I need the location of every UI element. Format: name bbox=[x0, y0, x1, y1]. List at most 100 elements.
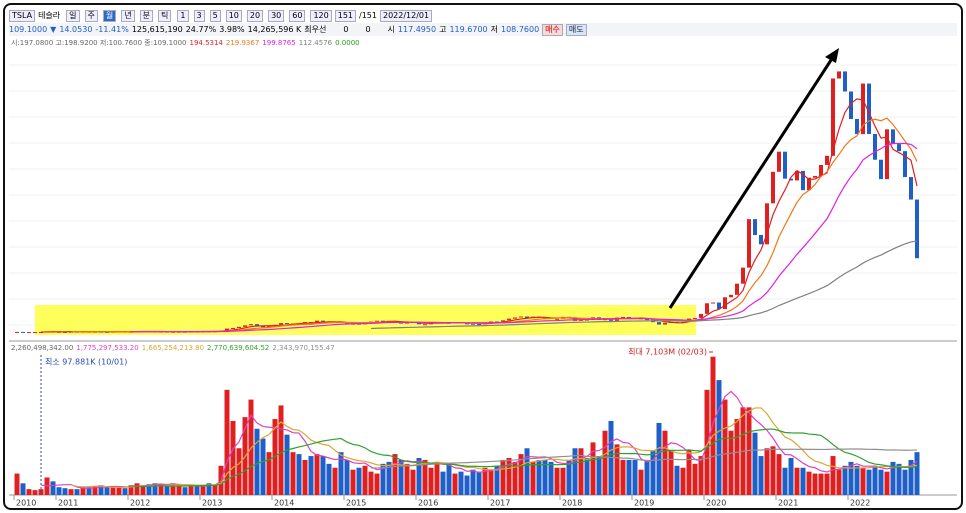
period-button[interactable]: 틱 bbox=[158, 9, 172, 22]
volume-bar bbox=[818, 473, 824, 495]
volume-bar bbox=[842, 465, 848, 495]
high: 119.6700 bbox=[449, 25, 488, 34]
volume-bar bbox=[848, 461, 854, 495]
volume-ma-value: 1,665,254,213.80 bbox=[141, 344, 205, 352]
candle-body bbox=[267, 326, 271, 328]
volume-bar bbox=[56, 487, 62, 495]
candle-body bbox=[345, 322, 349, 324]
volume-bar bbox=[830, 456, 836, 495]
chart: 최소 97.881K (10/01) 최대 7,103M (02/03) 2010 2… bbox=[9, 48, 957, 508]
volume-bar bbox=[68, 489, 74, 495]
volume-bar bbox=[230, 421, 236, 495]
price-legend: 시:197.0800 고:198.9200 저:100.7600 종:109.1… bbox=[11, 38, 360, 48]
period-button[interactable]: 일 bbox=[66, 9, 80, 22]
volume-bar bbox=[482, 467, 488, 495]
candle-body bbox=[231, 327, 235, 329]
bid: 0 bbox=[343, 25, 349, 34]
candle-body bbox=[867, 83, 871, 135]
volume-bar bbox=[284, 434, 290, 495]
volume-bar bbox=[428, 467, 434, 495]
volume-bar bbox=[896, 463, 902, 495]
candle-body bbox=[909, 177, 913, 200]
volume-bar bbox=[326, 463, 332, 495]
volume-bar bbox=[512, 461, 518, 495]
volume-bar bbox=[866, 469, 872, 495]
volume-bar bbox=[356, 467, 362, 495]
sell-button[interactable]: 매도 bbox=[565, 23, 587, 36]
intervals: 1 3 5 10 20 30 60 120 bbox=[174, 9, 332, 22]
volume-bar bbox=[110, 486, 116, 495]
candle-body bbox=[21, 331, 25, 333]
volume-bar bbox=[86, 487, 92, 495]
candle-body bbox=[621, 316, 625, 318]
turnover: 3.98% bbox=[219, 25, 245, 34]
volume-bar bbox=[158, 484, 164, 495]
volume-bar bbox=[32, 490, 38, 495]
interval-button[interactable]: 120 bbox=[310, 9, 332, 22]
x-tick-label: 2016 bbox=[418, 499, 438, 508]
candle-body bbox=[15, 331, 19, 333]
window: 최소 97.881K (10/01) 최대 7,103M (02/03) 2010 2… bbox=[3, 3, 963, 510]
count[interactable]: 151 bbox=[334, 9, 357, 22]
volume-bar bbox=[296, 454, 302, 495]
interval-button[interactable]: 5 bbox=[209, 9, 221, 22]
volume-bar bbox=[488, 469, 494, 495]
volume-bar bbox=[278, 405, 284, 495]
candle-body bbox=[27, 332, 31, 334]
low: 108.7600 bbox=[501, 25, 540, 34]
volume-bar bbox=[704, 389, 710, 495]
buy-button[interactable]: 매수 bbox=[542, 23, 563, 36]
volume-bar bbox=[644, 459, 650, 495]
candle-body bbox=[249, 324, 253, 326]
x-tick-label: 2014 bbox=[274, 499, 294, 508]
volume-bar bbox=[824, 473, 830, 495]
volume-bar bbox=[194, 486, 200, 495]
interval-button[interactable]: 1 bbox=[177, 9, 189, 22]
candle-body bbox=[729, 294, 733, 298]
period-button[interactable]: 월 bbox=[102, 9, 117, 22]
interval-button[interactable]: 20 bbox=[246, 9, 264, 22]
volume-bar bbox=[716, 380, 722, 495]
candle-body bbox=[717, 302, 721, 310]
interval-button[interactable]: 30 bbox=[268, 9, 285, 22]
ma-value: 0.0000 bbox=[335, 39, 360, 47]
volume-bar bbox=[668, 450, 674, 495]
volume-bar bbox=[338, 452, 344, 495]
ohlc: 시:197.0800 고:198.9200 저:100.7600 종:109.1… bbox=[11, 39, 187, 47]
x-tick-label: 2011 bbox=[58, 499, 78, 508]
volume-bar bbox=[122, 488, 128, 495]
symbol[interactable]: TSLA bbox=[9, 9, 36, 22]
change: 14.0530 bbox=[59, 25, 93, 34]
candle-body bbox=[903, 151, 907, 178]
candle-body bbox=[897, 144, 901, 152]
period-button[interactable]: 분 bbox=[139, 9, 154, 22]
candle-body bbox=[777, 151, 781, 172]
volume-bar bbox=[860, 467, 866, 495]
interval-button[interactable]: 10 bbox=[225, 9, 242, 22]
volume-bar bbox=[500, 459, 506, 495]
rate: -11.41% bbox=[95, 25, 129, 34]
candle-body bbox=[33, 332, 37, 334]
interval-button[interactable]: 60 bbox=[289, 9, 306, 22]
volume-bar bbox=[758, 456, 764, 495]
interval-button[interactable]: 3 bbox=[193, 9, 205, 22]
date[interactable]: 2022/12/01 bbox=[379, 9, 433, 22]
volume-bar bbox=[566, 459, 572, 495]
volume-bar bbox=[116, 487, 122, 495]
volume-bar bbox=[854, 465, 860, 495]
period-button[interactable]: 년 bbox=[121, 9, 135, 22]
x-tick-label: 2017 bbox=[490, 499, 510, 508]
candle-body bbox=[705, 303, 709, 314]
candle-body bbox=[645, 318, 649, 321]
candle-body bbox=[495, 321, 499, 323]
volume-legend: 2,260,498,342.00 1,775,297,533.20 1,665,25… bbox=[11, 344, 335, 352]
candle-body bbox=[501, 320, 505, 322]
volume-bar bbox=[884, 471, 890, 495]
candle-body bbox=[285, 323, 289, 325]
volume-bar bbox=[746, 407, 752, 495]
volume-bar bbox=[314, 454, 320, 495]
period-button[interactable]: 주 bbox=[84, 9, 98, 22]
candle-body bbox=[525, 316, 529, 319]
volume-bar bbox=[398, 459, 404, 495]
